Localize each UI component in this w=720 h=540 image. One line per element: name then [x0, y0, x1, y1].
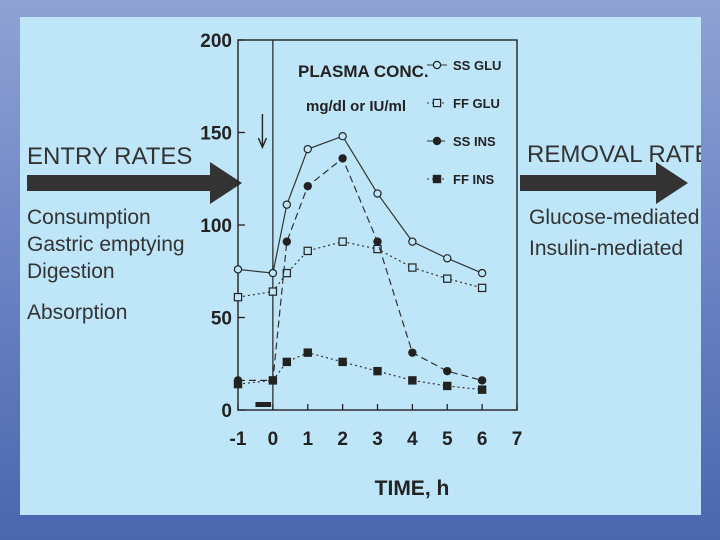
x-tick-label: 6 — [477, 429, 488, 450]
series-line — [237, 135, 483, 274]
x-tick-label: 2 — [337, 429, 348, 450]
entry-item: Digestion — [27, 260, 115, 283]
data-point — [282, 237, 292, 246]
x-tick-label: 5 — [442, 429, 453, 450]
legend-entry: SS GLU — [427, 58, 501, 73]
data-point — [443, 381, 452, 391]
slide-panel: ENTRY RATES Consumption Gastric emptying… — [20, 17, 701, 515]
y-tick-label: 150 — [200, 124, 232, 145]
data-point — [233, 265, 243, 274]
entry-item: Absorption — [27, 301, 127, 324]
removal-rates-heading: REMOVAL RATES — [527, 141, 701, 168]
removal-item: Insulin-mediated — [529, 237, 683, 260]
x-tick-label: -1 — [230, 429, 247, 450]
data-point — [373, 189, 382, 198]
meal-arrow-icon — [257, 114, 268, 150]
data-point — [338, 154, 347, 163]
x-tick-label: 1 — [302, 429, 313, 450]
data-point — [303, 181, 312, 191]
x-axis-label: TIME, h — [375, 477, 450, 500]
series-ff-ins — [233, 348, 487, 394]
chart-series — [233, 131, 487, 394]
series-ff-glu — [233, 237, 487, 302]
plasma-chart: ENTRY RATES Consumption Gastric emptying… — [27, 31, 701, 500]
data-point — [477, 376, 487, 385]
entry-item: Gastric emptying — [27, 233, 185, 256]
legend-entry: FF GLU — [427, 96, 500, 111]
data-point — [233, 292, 243, 302]
legend-entry: FF INS — [427, 172, 494, 187]
entry-rates-heading: ENTRY RATES — [27, 143, 192, 170]
data-point — [303, 348, 312, 357]
data-point — [268, 268, 278, 278]
chart-legend: SS GLU FF GLU SS INS FF INS — [427, 58, 501, 187]
removal-arrow-icon — [520, 162, 688, 204]
data-point — [443, 366, 452, 376]
data-point — [338, 237, 347, 246]
legend-label: FF INS — [453, 172, 494, 187]
data-point — [233, 379, 243, 389]
legend-label: FF GLU — [453, 96, 500, 111]
data-point — [282, 357, 292, 367]
x-tick-label: 3 — [372, 429, 383, 450]
data-point — [477, 283, 487, 293]
data-point — [408, 237, 417, 246]
legend-marker — [432, 174, 442, 184]
x-tick-label: 0 — [268, 429, 279, 450]
data-point — [373, 237, 382, 246]
legend-marker — [432, 98, 442, 108]
data-point — [338, 357, 347, 367]
data-point — [268, 376, 278, 385]
entry-arrow-icon — [27, 162, 242, 204]
chart-subtitle: mg/dl or IU/ml — [306, 98, 406, 115]
y-tick-label: 50 — [211, 309, 232, 330]
x-tick-label: 4 — [407, 429, 418, 450]
data-point — [477, 385, 487, 394]
entry-item: Consumption — [27, 206, 151, 229]
data-point — [408, 376, 417, 385]
data-point — [268, 287, 278, 296]
data-point — [282, 268, 292, 278]
data-point — [303, 144, 312, 154]
y-tick-label: 200 — [200, 31, 232, 52]
series-ss-glu — [233, 131, 487, 278]
data-point — [408, 348, 417, 357]
legend-label: SS INS — [453, 134, 496, 149]
removal-item: Glucose-mediated — [529, 206, 699, 229]
data-point — [408, 263, 417, 272]
data-point — [443, 254, 452, 263]
y-tick-label: 100 — [200, 216, 232, 237]
data-point — [338, 131, 347, 141]
x-tick-label: 7 — [512, 429, 523, 450]
legend-entry: SS INS — [427, 134, 496, 149]
legend-marker — [432, 60, 442, 70]
chart-title: PLASMA CONC. — [298, 62, 429, 81]
y-tick-label: 0 — [221, 401, 232, 422]
data-point — [282, 200, 292, 209]
data-point — [373, 366, 382, 376]
data-point — [443, 274, 452, 283]
data-point — [477, 268, 487, 278]
legend-label: SS GLU — [453, 58, 501, 73]
data-point — [303, 246, 312, 256]
legend-marker — [432, 136, 442, 146]
chart-axes: 0 50 100 150 200 -1 0 1 2 3 4 5 6 7 — [200, 31, 522, 450]
